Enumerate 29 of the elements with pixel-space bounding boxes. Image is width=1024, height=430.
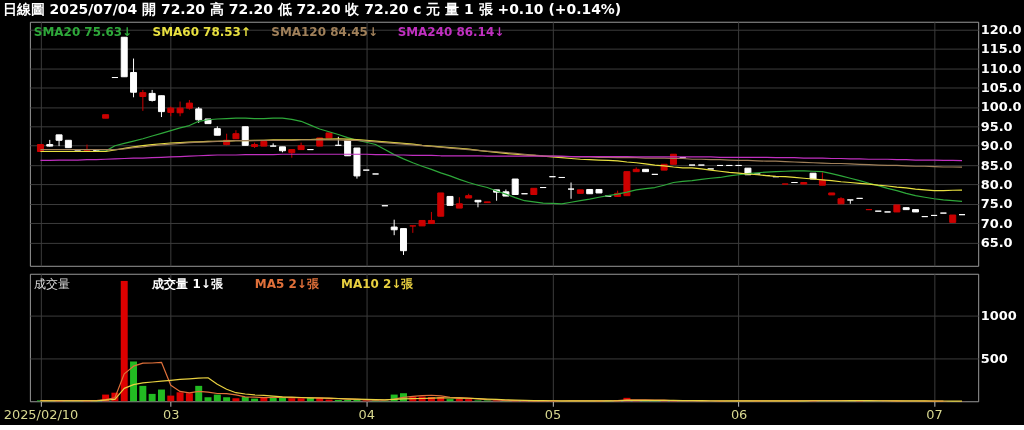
text: SMA60 78.53↑	[152, 24, 251, 39]
y-tick-label: 90.0	[980, 138, 1013, 154]
text: 成交量 1↓張	[151, 276, 224, 291]
y-tick-label: 70.0	[980, 215, 1013, 231]
y-tick-label: 85.0	[980, 157, 1013, 173]
y-tick-label: 500	[980, 350, 1008, 366]
y-tick-label: 75.0	[980, 196, 1013, 212]
x-tick-label: 06	[730, 406, 748, 422]
y-tick-label: 120.0	[980, 21, 1022, 37]
text: MA5 2↓張	[254, 276, 320, 291]
x-tick-label: 04	[358, 406, 375, 422]
y-tick-label: 100.0	[980, 99, 1022, 115]
text: SMA240 86.14↓	[397, 24, 505, 39]
x-tick-label: 07	[926, 406, 943, 422]
y-tick-label: 110.0	[980, 60, 1022, 76]
x-tick-label: 03	[163, 406, 180, 422]
text: SMA120 84.45↓	[271, 24, 378, 39]
y-axis-title: 成交量	[33, 276, 70, 291]
y-tick-label: 105.0	[980, 80, 1022, 96]
y-tick-label: 80.0	[980, 176, 1013, 192]
y-tick-label: 115.0	[980, 41, 1022, 57]
y-tick-label: 1000	[980, 308, 1017, 324]
text: MA10 2↓張	[341, 276, 415, 291]
y-tick-label: 95.0	[980, 118, 1013, 134]
chart-title: 日線圖 2025/07/04 開 72.20 高 72.20 低 72.20 收 72.20 c 元 量 1 張 +0.10 (+0.14%)	[2, 1, 622, 18]
y-tick-label: 65.0	[980, 235, 1013, 251]
x-tick-label: 05	[544, 406, 562, 422]
x-tick-label: 2025/02/10	[3, 406, 79, 422]
text: SMA20 75.63↓	[33, 24, 133, 39]
